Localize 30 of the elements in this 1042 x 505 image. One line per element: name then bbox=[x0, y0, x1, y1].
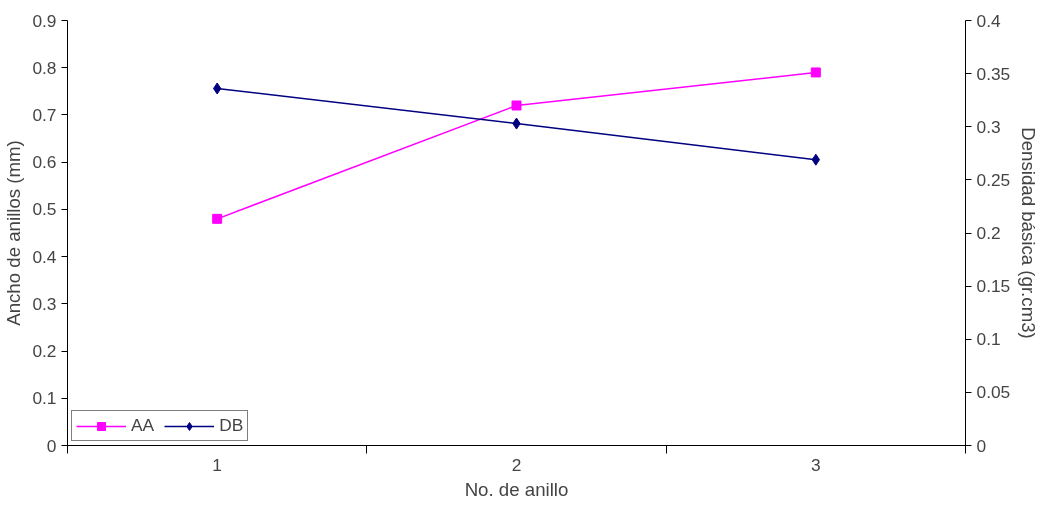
y-tick-label: 0.5 bbox=[32, 199, 57, 220]
x-tick-label: 1 bbox=[212, 454, 222, 475]
y2-tick-label: 0.05 bbox=[976, 382, 1011, 403]
y2-axis-title: Densidad básica (gr.cm3) bbox=[1018, 127, 1040, 339]
y-tick-label: 0.7 bbox=[32, 104, 57, 125]
y-tick-label: 0.9 bbox=[32, 10, 57, 31]
y-tick-label: 0.6 bbox=[32, 152, 57, 173]
y2-tick-label: 0.3 bbox=[976, 116, 1001, 137]
y2-tick-label: 0.35 bbox=[976, 63, 1011, 84]
y2-tick-label: 0 bbox=[976, 435, 987, 456]
x-tick-label: 2 bbox=[511, 454, 522, 475]
y-axis-title: Ancho de anillos (mm) bbox=[3, 140, 25, 326]
y-tick-label: 0.8 bbox=[32, 57, 57, 78]
point bbox=[511, 100, 522, 111]
y-tick-label: 0.2 bbox=[32, 341, 57, 362]
y2-tick-label: 0.1 bbox=[976, 329, 1001, 350]
x-tick-label: 3 bbox=[811, 454, 821, 475]
y-tick-label: 0.4 bbox=[32, 246, 57, 267]
y-tick-label: 0 bbox=[46, 435, 57, 456]
legend-label: DB bbox=[219, 415, 244, 436]
y2-tick-label: 0.25 bbox=[976, 169, 1011, 190]
y2-tick-label: 0.4 bbox=[976, 10, 1001, 31]
y-tick-label: 0.3 bbox=[32, 293, 57, 314]
x-axis-title: No. de anillo bbox=[464, 478, 569, 500]
point bbox=[810, 67, 821, 78]
y-tick-label: 0.1 bbox=[32, 388, 57, 409]
y2-tick-label: 0.2 bbox=[976, 223, 1001, 243]
point bbox=[212, 213, 223, 224]
y2-tick-label: 0.15 bbox=[976, 276, 1011, 297]
legend-label: AA bbox=[131, 415, 155, 436]
